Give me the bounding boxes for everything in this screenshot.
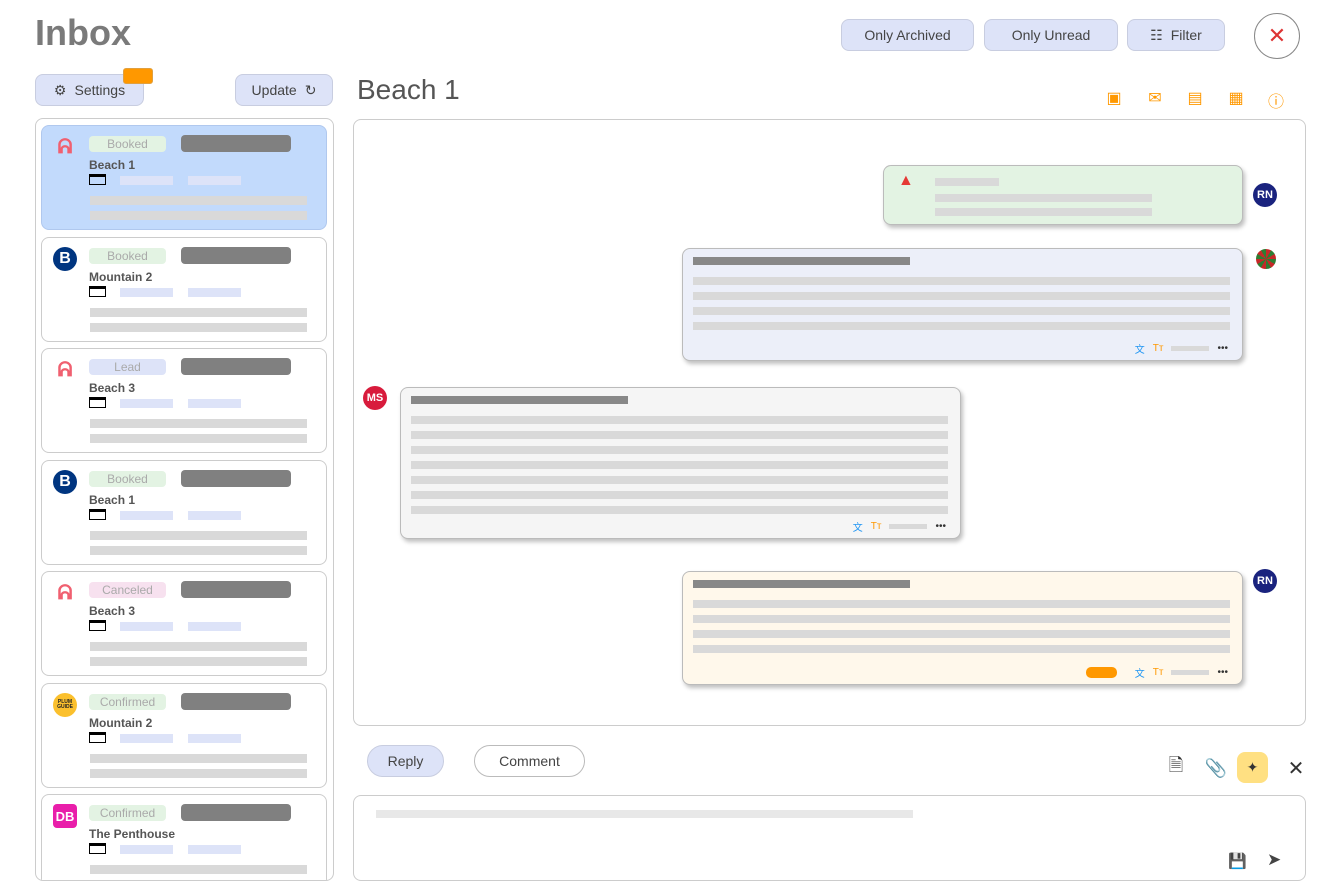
message-icon[interactable]: ▤ — [1187, 90, 1203, 107]
translate-icon[interactable]: 文 — [852, 523, 863, 534]
airbnb-logo-icon: ᕱ — [57, 135, 73, 158]
calendar-icon — [89, 731, 106, 743]
only-unread-button[interactable]: Only Unread — [984, 19, 1118, 51]
status-badge: Lead — [89, 359, 166, 375]
host-message: 文 Tт ••• — [400, 387, 961, 539]
listing-name: Mountain 2 — [89, 715, 153, 730]
status-badge: Canceled — [89, 582, 166, 598]
text-size-icon[interactable]: Tт — [870, 521, 882, 532]
listing-name: Beach 3 — [89, 381, 136, 395]
conversation-card[interactable]: PLUM GUIDE Confirmed Mountain 2 — [41, 682, 327, 788]
update-label: Update — [251, 82, 297, 98]
attachment-icon[interactable]: 📎 — [1204, 757, 1228, 778]
avatar-image — [1254, 247, 1278, 271]
alert-message: ▲ — [883, 165, 1243, 225]
listing-name: The Penthouse — [89, 827, 176, 841]
booking-logo-icon: B — [53, 469, 77, 494]
conversation-card[interactable]: ᕱ Canceled Beach 3 — [41, 571, 327, 676]
more-icon[interactable]: ••• — [1217, 667, 1228, 678]
conversation-title: Beach 1 — [357, 74, 460, 105]
note-tag — [1085, 667, 1117, 678]
guest-name-placeholder — [181, 358, 291, 375]
filter-button[interactable]: ☷ Filter — [1127, 19, 1225, 51]
airbnb-logo-icon: ᕱ — [57, 358, 73, 381]
translate-icon[interactable]: 文 — [1134, 669, 1145, 680]
close-button[interactable]: ✕ — [1254, 13, 1300, 59]
listing-name: Beach 3 — [89, 604, 136, 618]
guest-name-placeholder — [181, 135, 291, 152]
calendar-icon — [89, 508, 106, 520]
send-icon[interactable]: ➤ — [1267, 850, 1282, 869]
airbnb-logo-icon: ᕱ — [57, 581, 73, 604]
calendar-icon[interactable]: ▦ — [1228, 90, 1244, 107]
comment-tab[interactable]: Comment — [474, 745, 585, 777]
warning-icon: ▲ — [898, 172, 914, 189]
conversation-card[interactable]: ᕱ Booked Beach 1 — [41, 125, 327, 230]
guest-message: 文 Tт ••• — [682, 248, 1243, 361]
mark-unread-icon[interactable]: ✉ — [1148, 90, 1162, 107]
avatar-rn: RN — [1253, 569, 1277, 593]
close-composer-icon[interactable]: ✕ — [1287, 757, 1305, 780]
avatar-rn: RN — [1253, 183, 1277, 207]
conversation-card[interactable]: ᕱ Lead Beach 3 — [41, 348, 327, 453]
only-archived-label: Only Archived — [864, 27, 951, 43]
status-badge: Booked — [89, 470, 166, 487]
plumguide-logo-icon: PLUM GUIDE — [53, 692, 77, 717]
calendar-icon — [89, 397, 106, 408]
template-icon[interactable]: 🗎 — [1168, 755, 1184, 775]
conversation-card[interactable]: B Booked Beach 1 — [41, 459, 327, 565]
only-unread-label: Only Unread — [1011, 27, 1091, 43]
page-title: Inbox — [35, 12, 131, 53]
calendar-icon — [89, 285, 106, 297]
booking-logo-icon: B — [53, 246, 77, 271]
avatar-ms: MS — [363, 386, 387, 410]
listing-name: Mountain 2 — [89, 269, 153, 284]
info-icon[interactable]: ⓘ — [1267, 94, 1284, 111]
note-message: 文 Tт ••• — [682, 571, 1243, 685]
listing-name: Beach 1 — [89, 158, 136, 172]
calendar-icon — [89, 620, 106, 631]
guest-name-placeholder — [181, 692, 291, 710]
status-badge: Confirmed — [89, 693, 166, 710]
guest-name-placeholder — [181, 246, 291, 264]
calendar-icon — [89, 843, 106, 854]
conversation-card[interactable]: DB Confirmed The Penthouse — [41, 794, 327, 880]
calendar-icon — [89, 174, 106, 185]
save-icon[interactable]: 💾 — [1228, 853, 1247, 870]
refresh-icon: ↻ — [304, 81, 317, 98]
filter-label: Filter — [1170, 27, 1202, 43]
listing-name: Beach 1 — [89, 492, 136, 507]
notification-badge — [123, 68, 153, 84]
guest-name-placeholder — [181, 804, 291, 821]
text-size-icon[interactable]: Tт — [1152, 667, 1164, 678]
gear-icon: ⚙ — [53, 81, 67, 98]
translate-icon[interactable]: 文 — [1134, 345, 1145, 356]
direct-logo-icon: DB — [53, 804, 77, 828]
more-icon[interactable]: ••• — [1217, 343, 1228, 354]
close-icon: ✕ — [1267, 23, 1287, 48]
message-input[interactable]: 💾 ➤ — [353, 795, 1306, 881]
settings-label: Settings — [74, 82, 126, 98]
update-button[interactable]: Update ↻ — [235, 74, 333, 106]
filter-icon: ☷ — [1150, 26, 1163, 43]
reply-tab[interactable]: Reply — [367, 745, 444, 777]
text-size-icon[interactable]: Tт — [1152, 343, 1164, 354]
only-archived-button[interactable]: Only Archived — [841, 19, 974, 51]
ai-sparkle-icon[interactable]: ✦ — [1237, 752, 1268, 783]
conversation-card[interactable]: B Booked Mountain 2 — [41, 236, 327, 342]
status-badge: Booked — [89, 136, 166, 152]
status-badge: Booked — [89, 247, 166, 264]
conversation-list[interactable]: ᕱ Booked Beach 1 B Booked Mountain 2 ᕱ Lead… — [35, 118, 334, 881]
message-thread[interactable]: ▲ RN 文 Tт ••• MS 文 Tт ••• 文 Tт ••• RN — [353, 119, 1306, 726]
guest-name-placeholder — [181, 581, 291, 598]
guest-name-placeholder — [181, 469, 291, 487]
archive-icon[interactable]: ▣ — [1106, 90, 1122, 107]
status-badge: Confirmed — [89, 805, 166, 821]
more-icon[interactable]: ••• — [935, 521, 946, 532]
